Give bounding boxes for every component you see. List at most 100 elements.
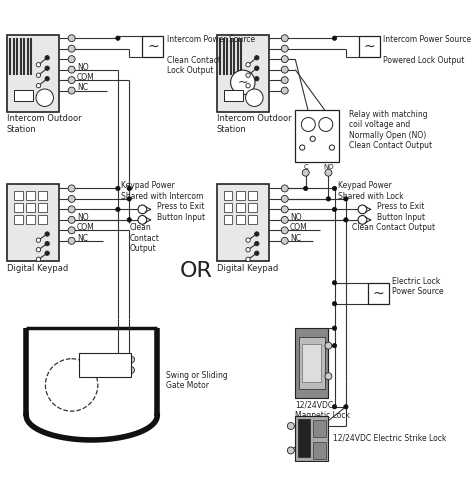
Circle shape xyxy=(281,35,288,42)
Circle shape xyxy=(303,186,308,191)
Circle shape xyxy=(68,45,75,52)
Bar xyxy=(7,184,59,261)
Bar xyxy=(26,203,35,212)
Circle shape xyxy=(116,36,120,40)
Circle shape xyxy=(281,76,288,84)
Text: Intercom Outdoor
Station: Intercom Outdoor Station xyxy=(7,114,82,134)
Text: ~: ~ xyxy=(237,76,248,89)
Bar xyxy=(38,203,47,212)
Bar xyxy=(217,35,269,111)
Bar xyxy=(14,191,23,200)
Bar xyxy=(295,110,339,162)
Text: NC: NC xyxy=(77,83,88,93)
Text: NC: NC xyxy=(77,234,88,243)
Bar xyxy=(26,215,35,224)
Circle shape xyxy=(45,232,49,236)
Circle shape xyxy=(344,405,348,409)
Bar xyxy=(359,36,380,57)
Bar xyxy=(298,419,310,458)
Circle shape xyxy=(68,76,75,84)
Circle shape xyxy=(326,197,330,201)
Circle shape xyxy=(287,447,294,454)
Circle shape xyxy=(45,76,49,81)
Circle shape xyxy=(246,247,250,252)
Bar xyxy=(14,203,23,212)
Bar xyxy=(26,191,35,200)
Circle shape xyxy=(281,56,288,63)
Bar xyxy=(236,215,245,224)
Circle shape xyxy=(68,227,75,234)
Text: Keypad Power
Shared with Lock: Keypad Power Shared with Lock xyxy=(338,181,404,201)
Text: Press to Exit
Button Input: Press to Exit Button Input xyxy=(157,203,205,222)
Circle shape xyxy=(329,145,335,150)
Circle shape xyxy=(332,207,337,211)
Text: Electric Lock
Power Source: Electric Lock Power Source xyxy=(392,277,444,296)
Circle shape xyxy=(68,87,75,94)
Text: 12/24VDC
Magnetic Lock: 12/24VDC Magnetic Lock xyxy=(295,401,350,420)
Circle shape xyxy=(325,373,332,380)
Bar xyxy=(295,328,328,398)
Text: NO: NO xyxy=(77,213,89,222)
Bar xyxy=(368,283,389,304)
Text: NO: NO xyxy=(77,63,89,71)
Circle shape xyxy=(68,216,75,223)
Circle shape xyxy=(246,257,250,261)
Text: Intercom Outdoor
Station: Intercom Outdoor Station xyxy=(217,114,291,134)
Circle shape xyxy=(301,117,315,132)
Text: Intercom Power Source: Intercom Power Source xyxy=(167,35,255,44)
Circle shape xyxy=(255,66,259,70)
Circle shape xyxy=(36,247,41,252)
Circle shape xyxy=(319,117,333,132)
Circle shape xyxy=(281,206,288,213)
Text: ~: ~ xyxy=(364,40,375,54)
Circle shape xyxy=(246,83,250,88)
Circle shape xyxy=(281,45,288,52)
Circle shape xyxy=(127,197,131,201)
Circle shape xyxy=(138,205,147,214)
Circle shape xyxy=(36,83,41,88)
Bar xyxy=(313,442,326,459)
Circle shape xyxy=(281,185,288,192)
Circle shape xyxy=(255,242,259,246)
Circle shape xyxy=(302,169,309,176)
Bar xyxy=(142,36,164,57)
Circle shape xyxy=(230,70,255,95)
Bar xyxy=(236,191,245,200)
Circle shape xyxy=(358,215,367,224)
Bar xyxy=(224,203,232,212)
Circle shape xyxy=(116,207,120,211)
Bar xyxy=(7,35,59,111)
Circle shape xyxy=(281,87,288,94)
Circle shape xyxy=(281,237,288,245)
Circle shape xyxy=(287,423,294,429)
Circle shape xyxy=(255,251,259,255)
Text: Powered Lock Output: Powered Lock Output xyxy=(383,56,465,65)
Text: NO: NO xyxy=(290,213,301,222)
Circle shape xyxy=(45,242,49,246)
Text: PB input: PB input xyxy=(89,360,121,369)
Text: NO: NO xyxy=(323,164,334,170)
Bar xyxy=(38,191,47,200)
Circle shape xyxy=(128,367,135,374)
Circle shape xyxy=(36,63,41,67)
Text: Digital Keypad: Digital Keypad xyxy=(217,264,278,273)
Circle shape xyxy=(127,186,131,191)
Text: OR: OR xyxy=(180,261,213,282)
Text: Relay with matching
coil voltage and
Normally Open (NO)
Clean Contact Output: Relay with matching coil voltage and Nor… xyxy=(349,110,432,150)
Bar xyxy=(224,191,232,200)
Circle shape xyxy=(255,56,259,60)
Circle shape xyxy=(138,215,147,224)
Circle shape xyxy=(45,251,49,255)
Text: Keypad Power
Shared with Intercom: Keypad Power Shared with Intercom xyxy=(121,181,204,201)
Bar xyxy=(248,215,257,224)
Bar xyxy=(295,416,328,461)
Circle shape xyxy=(68,206,75,213)
Circle shape xyxy=(45,66,49,70)
Bar xyxy=(224,90,243,101)
Text: COM: COM xyxy=(290,223,308,232)
Circle shape xyxy=(36,89,54,106)
Bar xyxy=(14,215,23,224)
Circle shape xyxy=(332,281,337,285)
Circle shape xyxy=(36,257,41,261)
Circle shape xyxy=(332,186,337,191)
